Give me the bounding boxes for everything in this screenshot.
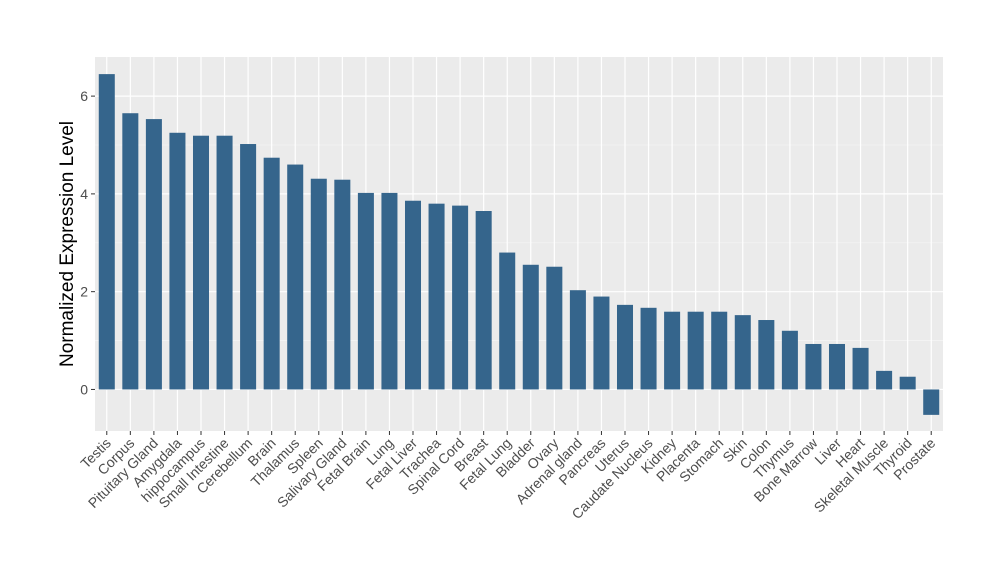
bar-trachea xyxy=(428,203,445,390)
bar-pituitary-gland xyxy=(145,119,162,390)
bar-heart xyxy=(852,347,869,390)
bar-spleen xyxy=(310,178,327,390)
bar-breast xyxy=(475,211,492,390)
y-axis-title: Normalized Expression Level xyxy=(57,121,78,367)
bar-fetal-lung xyxy=(499,252,516,390)
minor-gridlines xyxy=(95,144,943,341)
bar-pancreas xyxy=(593,296,610,390)
bar-cerebellum xyxy=(240,144,257,390)
bar-kidney xyxy=(664,311,681,390)
bars xyxy=(98,74,940,415)
bar-thymus xyxy=(781,330,798,390)
bar-colon xyxy=(758,320,775,390)
bar-small-intestine xyxy=(216,135,233,390)
bar-ovary xyxy=(546,266,563,390)
bar-lung xyxy=(381,192,398,390)
bar-spinal-cord xyxy=(452,205,469,390)
bar-thyroid xyxy=(899,376,916,390)
y-axis-ticks: 0 2 4 6 xyxy=(80,88,95,397)
bar-skin xyxy=(734,315,751,390)
y-tick-label: 6 xyxy=(80,88,88,104)
bar-bladder xyxy=(522,264,539,390)
bar-amygdala xyxy=(169,132,186,390)
bar-stomach xyxy=(711,311,728,390)
bar-bone-marrow xyxy=(805,343,822,390)
bar-hippocampus xyxy=(192,135,210,390)
bar-salivary-gland xyxy=(334,179,351,390)
y-tick-label: 2 xyxy=(80,284,88,300)
plot-panel xyxy=(95,57,943,431)
bar-liver xyxy=(828,343,846,390)
bar-brain xyxy=(263,157,280,390)
bar-skeletal-muscle xyxy=(876,370,893,390)
bar-prostate xyxy=(923,389,940,415)
bar-corpus xyxy=(122,113,139,390)
bar-testis xyxy=(98,74,115,390)
bar-uterus xyxy=(616,304,634,390)
bar-thalamus xyxy=(287,164,304,390)
bar-placenta xyxy=(687,311,704,390)
bar-caudate-nucleus xyxy=(640,307,657,390)
bar-adrenal-gland xyxy=(569,290,586,390)
bar-fetal-brain xyxy=(357,192,374,390)
bar-fetal-liver xyxy=(404,200,422,390)
y-tick-label: 0 xyxy=(80,381,88,397)
y-tick-label: 4 xyxy=(80,186,88,202)
